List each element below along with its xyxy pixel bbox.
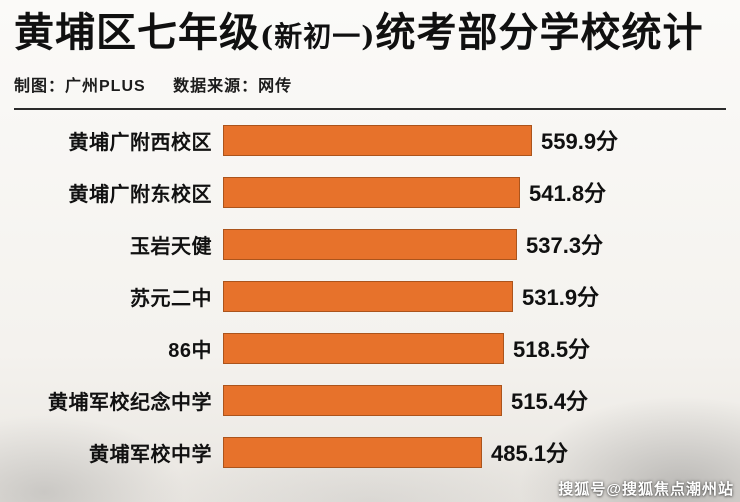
score-bar <box>223 436 482 468</box>
school-label: 黄埔军校中学 <box>89 443 212 466</box>
score-value: 559.9分 <box>541 129 619 154</box>
credit-label: 制图：广州PLUS <box>14 78 146 95</box>
page-title: 黄埔区七年级(新初一)统考部分学校统计 <box>14 6 730 64</box>
school-label: 黄埔广附西校区 <box>68 131 212 154</box>
score-value: 537.3分 <box>526 233 604 258</box>
score-bar <box>223 176 520 208</box>
score-bar <box>223 228 517 260</box>
score-value: 518.5分 <box>513 337 591 362</box>
watermark: 搜狐号@搜狐焦点潮州站 <box>558 481 734 498</box>
score-bar <box>223 124 532 156</box>
chart-row: 黄埔军校中学 485.1分 <box>0 426 740 478</box>
source-label: 数据来源：网传 <box>173 78 293 95</box>
chart-row: 黄埔广附西校区 559.9分 <box>0 114 740 166</box>
score-bar <box>223 280 513 312</box>
score-bar <box>223 384 502 416</box>
score-bar <box>223 332 504 364</box>
score-value: 541.8分 <box>529 181 607 206</box>
chart-row: 86中 518.5分 <box>0 322 740 374</box>
byline: 制图：广州PLUS 数据来源：网传 <box>14 72 730 96</box>
school-label: 玉岩天健 <box>130 235 212 258</box>
chart-row: 苏元二中 531.9分 <box>0 270 740 322</box>
header: 黄埔区七年级(新初一)统考部分学校统计 制图：广州PLUS 数据来源：网传 <box>14 6 730 96</box>
divider-line <box>14 108 726 110</box>
title-paren: (新初一) <box>260 20 376 53</box>
title-prefix: 黄埔区七年级 <box>14 9 260 56</box>
chart-row: 黄埔军校纪念中学 515.4分 <box>0 374 740 426</box>
bar-chart: 黄埔广附西校区 559.9分 黄埔广附东校区 541.8分 玉岩天健 537.3… <box>0 114 740 478</box>
school-label: 86中 <box>168 339 212 362</box>
title-suffix: 统考部分学校统计 <box>375 9 704 56</box>
school-label: 黄埔军校纪念中学 <box>48 391 212 414</box>
school-label: 黄埔广附东校区 <box>68 183 212 206</box>
chart-row: 黄埔广附东校区 541.8分 <box>0 166 740 218</box>
school-label: 苏元二中 <box>130 287 212 310</box>
score-value: 531.9分 <box>522 285 600 310</box>
score-value: 515.4分 <box>511 389 589 414</box>
score-value: 485.1分 <box>491 441 569 466</box>
chart-row: 玉岩天健 537.3分 <box>0 218 740 270</box>
